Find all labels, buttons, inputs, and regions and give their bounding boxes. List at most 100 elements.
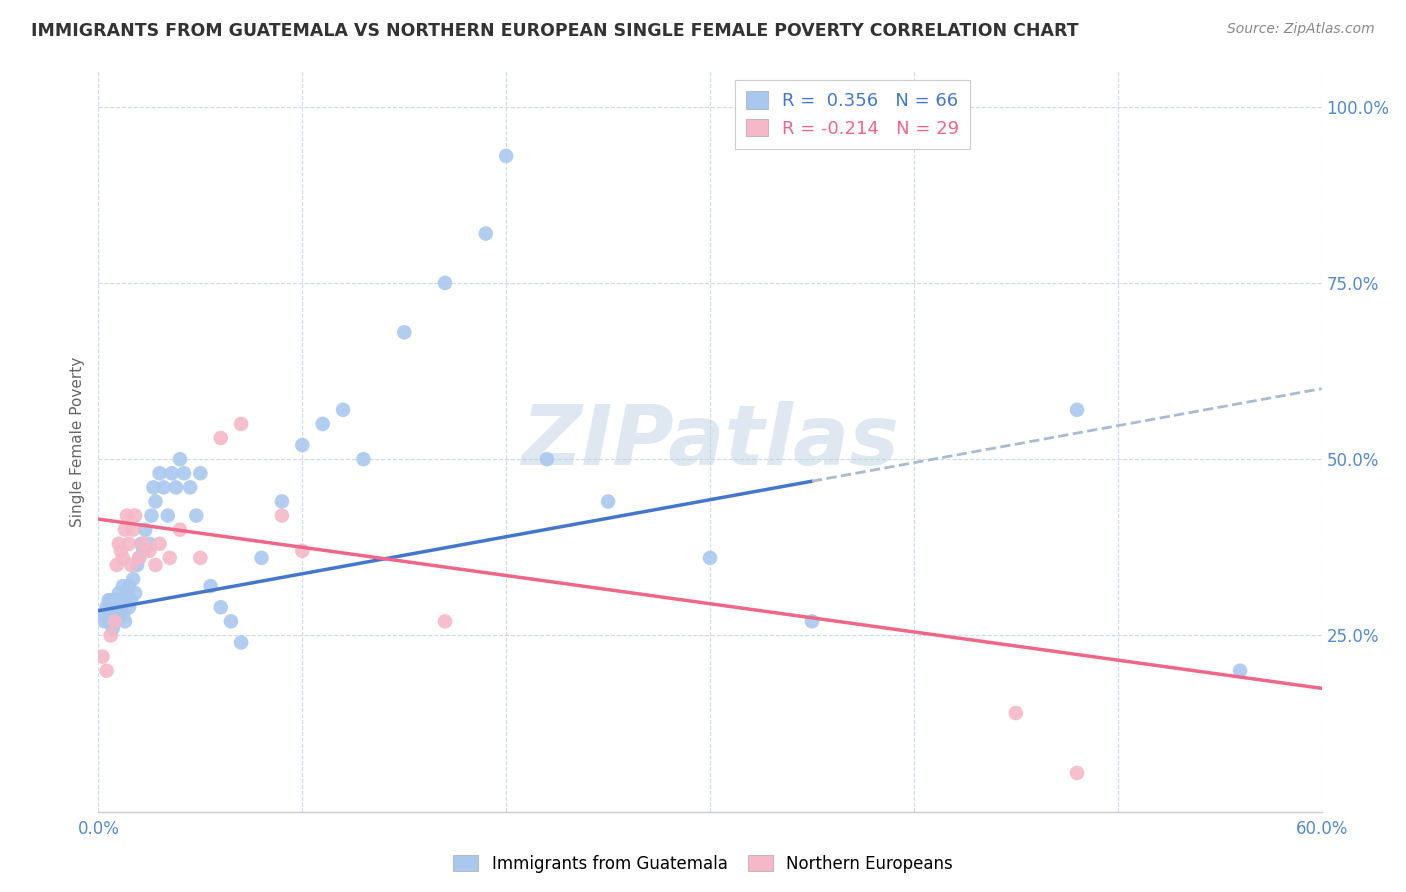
- Point: [132, 537, 155, 551]
- Point: [434, 276, 457, 290]
- Point: [108, 607, 131, 622]
- Point: [209, 600, 232, 615]
- Point: [118, 537, 141, 551]
- Point: [104, 615, 127, 629]
- Point: [291, 544, 314, 558]
- Point: [138, 544, 160, 558]
- Point: [115, 508, 138, 523]
- Point: [105, 593, 128, 607]
- Point: [186, 508, 208, 523]
- Point: [165, 480, 187, 494]
- Point: [149, 467, 172, 481]
- Point: [134, 523, 156, 537]
- Point: [145, 494, 167, 508]
- Point: [111, 607, 134, 622]
- Point: [111, 579, 134, 593]
- Y-axis label: Single Female Poverty: Single Female Poverty: [70, 357, 86, 526]
- Point: [108, 586, 131, 600]
- Point: [250, 550, 273, 565]
- Point: [1066, 766, 1088, 780]
- Text: IMMIGRANTS FROM GUATEMALA VS NORTHERN EUROPEAN SINGLE FEMALE POVERTY CORRELATION: IMMIGRANTS FROM GUATEMALA VS NORTHERN EU…: [31, 22, 1078, 40]
- Point: [111, 550, 134, 565]
- Point: [120, 593, 142, 607]
- Point: [270, 508, 294, 523]
- Point: [124, 508, 146, 523]
- Point: [270, 494, 294, 508]
- Point: [188, 550, 212, 565]
- Point: [231, 417, 253, 431]
- Point: [495, 149, 517, 163]
- Point: [127, 558, 149, 572]
- Point: [100, 628, 122, 642]
- Point: [291, 438, 314, 452]
- Point: [149, 537, 172, 551]
- Point: [173, 467, 195, 481]
- Point: [801, 615, 824, 629]
- Point: [1004, 706, 1026, 720]
- Point: [699, 550, 721, 565]
- Point: [100, 607, 122, 622]
- Point: [101, 600, 124, 615]
- Text: ZIPatlas: ZIPatlas: [522, 401, 898, 482]
- Point: [114, 593, 136, 607]
- Point: [122, 523, 145, 537]
- Point: [209, 431, 232, 445]
- Point: [105, 558, 128, 572]
- Point: [93, 615, 115, 629]
- Point: [138, 537, 160, 551]
- Legend: R =  0.356   N = 66, R = -0.214   N = 29: R = 0.356 N = 66, R = -0.214 N = 29: [735, 80, 970, 149]
- Point: [1229, 664, 1251, 678]
- Point: [114, 523, 136, 537]
- Point: [598, 494, 620, 508]
- Point: [474, 227, 498, 241]
- Point: [114, 615, 136, 629]
- Point: [434, 615, 457, 629]
- Point: [200, 579, 222, 593]
- Point: [96, 600, 118, 615]
- Point: [159, 550, 181, 565]
- Point: [392, 325, 416, 339]
- Point: [97, 593, 120, 607]
- Point: [110, 544, 132, 558]
- Point: [152, 480, 174, 494]
- Point: [118, 600, 141, 615]
- Point: [122, 572, 145, 586]
- Point: [128, 550, 150, 565]
- Point: [169, 523, 191, 537]
- Point: [332, 402, 354, 417]
- Legend: Immigrants from Guatemala, Northern Europeans: Immigrants from Guatemala, Northern Euro…: [447, 848, 959, 880]
- Point: [110, 593, 132, 607]
- Point: [104, 607, 127, 622]
- Point: [179, 480, 201, 494]
- Point: [145, 558, 167, 572]
- Point: [352, 452, 374, 467]
- Point: [108, 537, 131, 551]
- Point: [1066, 402, 1088, 417]
- Point: [100, 593, 122, 607]
- Point: [124, 586, 146, 600]
- Point: [132, 544, 155, 558]
- Point: [105, 600, 128, 615]
- Point: [142, 480, 165, 494]
- Point: [160, 467, 183, 481]
- Text: Source: ZipAtlas.com: Source: ZipAtlas.com: [1227, 22, 1375, 37]
- Point: [97, 615, 120, 629]
- Point: [91, 607, 114, 622]
- Point: [219, 615, 242, 629]
- Point: [156, 508, 179, 523]
- Point: [91, 649, 114, 664]
- Point: [536, 452, 558, 467]
- Point: [118, 579, 141, 593]
- Point: [120, 558, 142, 572]
- Point: [231, 635, 253, 649]
- Point: [169, 452, 191, 467]
- Point: [115, 586, 138, 600]
- Point: [128, 550, 150, 565]
- Point: [110, 600, 132, 615]
- Point: [141, 508, 163, 523]
- Point: [96, 664, 118, 678]
- Point: [101, 621, 124, 635]
- Point: [188, 467, 212, 481]
- Point: [129, 537, 152, 551]
- Point: [104, 615, 127, 629]
